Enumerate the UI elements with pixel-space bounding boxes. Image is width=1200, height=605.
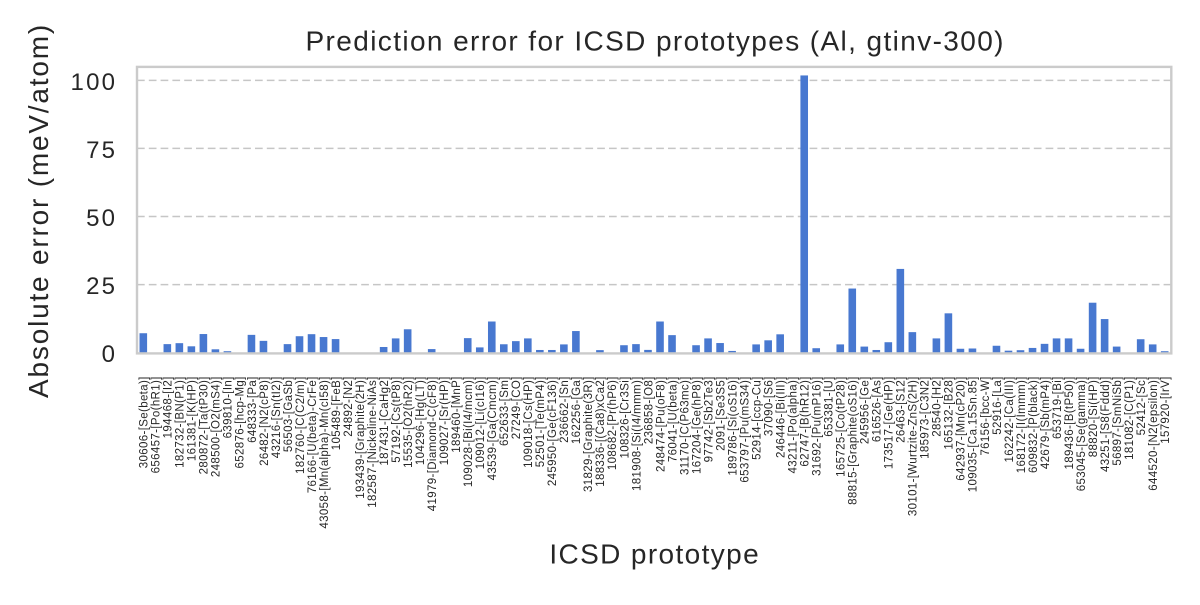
svg-text:50: 50 bbox=[86, 205, 117, 232]
svg-text:97742-[Sb2Te3]: 97742-[Sb2Te3] bbox=[703, 376, 715, 462]
svg-text:182587-[Nickeline-NiAs]: 182587-[Nickeline-NiAs] bbox=[367, 376, 379, 507]
svg-text:236858-[O8]: 236858-[O8] bbox=[643, 376, 655, 444]
svg-text:62747-[B(hR12)]: 62747-[B(hR12)] bbox=[800, 376, 812, 466]
svg-text:ICSD prototype: ICSD prototype bbox=[549, 539, 760, 570]
svg-text:52914-[ccp-Cu]: 52914-[ccp-Cu] bbox=[751, 376, 763, 460]
svg-text:189436-[B(tP50)]: 189436-[B(tP50)] bbox=[1064, 376, 1076, 469]
svg-text:181082-[C(P1)]: 181082-[C(P1)] bbox=[1124, 376, 1136, 460]
svg-text:162256-[Ga]: 162256-[Ga] bbox=[571, 376, 583, 444]
svg-text:652633-[Sm]: 652633-[Sm] bbox=[499, 376, 511, 446]
svg-text:109018-[Cs(HP)]: 109018-[Cs(HP)] bbox=[523, 376, 535, 468]
svg-text:639810-[In]: 639810-[In] bbox=[223, 376, 235, 438]
svg-text:43539-[Ga(Cmcm)]: 43539-[Ga(Cmcm)] bbox=[487, 376, 499, 480]
svg-text:43211-[Po(alpha)]: 43211-[Po(alpha)] bbox=[787, 376, 799, 473]
svg-text:31170-[C(P63mc)]: 31170-[C(P63mc)] bbox=[679, 376, 691, 475]
svg-text:28540-[H2]: 28540-[H2] bbox=[932, 376, 944, 436]
svg-text:181908-[Si(I4/mmm)]: 181908-[Si(I4/mmm)] bbox=[631, 376, 643, 491]
svg-text:656457-[Po(hR1)]: 656457-[Po(hR1)] bbox=[151, 376, 163, 473]
svg-text:648333-[Pa]: 648333-[Pa] bbox=[247, 376, 259, 443]
svg-text:43058-[Mn(alpha)-Mn(cI58)]: 43058-[Mn(alpha)-Mn(cI58)] bbox=[319, 376, 331, 528]
svg-text:25: 25 bbox=[86, 273, 117, 300]
svg-text:246446-[Bi(III)]: 246446-[Bi(III)] bbox=[775, 376, 787, 458]
svg-text:165132-[B28]: 165132-[B28] bbox=[944, 376, 956, 449]
svg-text:30101-[Wurtzite-ZnS(2H)]: 30101-[Wurtzite-ZnS(2H)] bbox=[908, 376, 920, 516]
svg-text:37090-[S6]: 37090-[S6] bbox=[763, 376, 775, 436]
svg-text:105489-[FeB]: 105489-[FeB] bbox=[331, 376, 343, 450]
svg-text:75: 75 bbox=[86, 137, 117, 164]
svg-text:15535-[O2(hR2)]: 15535-[O2(hR2)] bbox=[403, 376, 415, 468]
svg-text:0: 0 bbox=[102, 341, 118, 368]
svg-text:Absolute error (meV/atom): Absolute error (meV/atom) bbox=[23, 23, 54, 398]
svg-text:173517-[Ge(HP)]: 173517-[Ge(HP)] bbox=[884, 376, 896, 469]
svg-text:609832-[P(black)]: 609832-[P(black)] bbox=[1028, 376, 1040, 473]
svg-text:189460-[MnP]: 189460-[MnP] bbox=[451, 376, 463, 452]
svg-text:31829-[Graphite(3R)]: 31829-[Graphite(3R)] bbox=[583, 376, 595, 492]
svg-text:109027-[Sr(HP)]: 109027-[Sr(HP)] bbox=[439, 376, 451, 465]
svg-text:182760-[C(C2/m)]: 182760-[C(C2/m)] bbox=[295, 376, 307, 474]
svg-text:76156-[bcc-W]: 76156-[bcc-W] bbox=[980, 376, 992, 455]
svg-text:185973-[C3N2]: 185973-[C3N2] bbox=[920, 376, 932, 459]
svg-text:52412-[Sc]: 52412-[Sc] bbox=[1136, 376, 1148, 435]
svg-text:42679-[Sb(mP4)]: 42679-[Sb(mP4)] bbox=[1040, 376, 1052, 469]
svg-text:43251-[S8(Fddd)]: 43251-[S8(Fddd)] bbox=[1100, 376, 1112, 472]
svg-text:248474-[Pu(oF8)]: 248474-[Pu(oF8)] bbox=[655, 376, 667, 472]
svg-text:24892-[N2]: 24892-[N2] bbox=[343, 376, 355, 436]
svg-text:104296-[Hg(LT)]: 104296-[Hg(LT)] bbox=[415, 376, 427, 465]
svg-text:76166-[U(beta)-CrFe]: 76166-[U(beta)-CrFe] bbox=[307, 376, 319, 493]
svg-text:27249-[CO]: 27249-[CO] bbox=[511, 376, 523, 439]
svg-text:26482-[N2(cP8)]: 26482-[N2(cP8)] bbox=[259, 376, 271, 466]
svg-text:52501-[Te(mP4)]: 52501-[Te(mP4)] bbox=[535, 376, 547, 467]
svg-text:245956-[Ge]: 245956-[Ge] bbox=[860, 376, 872, 444]
svg-text:88815-[Graphite(oS16)]: 88815-[Graphite(oS16)] bbox=[848, 376, 860, 505]
svg-text:56503-[GaSb]: 56503-[GaSb] bbox=[283, 376, 295, 452]
svg-text:57192-[Cs(tP8)]: 57192-[Cs(tP8)] bbox=[391, 376, 403, 462]
svg-text:187431-[CaHg2]: 187431-[CaHg2] bbox=[379, 376, 391, 465]
svg-text:245950-[Ge(cF136)]: 245950-[Ge(cF136)] bbox=[547, 376, 559, 486]
svg-text:161381-[K(HP)]: 161381-[K(HP)] bbox=[187, 376, 199, 461]
svg-text:109012-[Li(cI16)]: 109012-[Li(cI16)] bbox=[475, 376, 487, 469]
svg-text:189786-[Si(oS16)]: 189786-[Si(oS16)] bbox=[727, 376, 739, 475]
svg-text:108682-[Pr(hP6)]: 108682-[Pr(hP6)] bbox=[607, 376, 619, 470]
svg-text:653719-[Bi]: 653719-[Bi] bbox=[1052, 376, 1064, 439]
svg-text:248500-[O2(mS4)]: 248500-[O2(mS4)] bbox=[211, 376, 223, 477]
svg-text:193439-[Graphite(2H)]: 193439-[Graphite(2H)] bbox=[355, 376, 367, 498]
svg-text:165725-[Co(tP28)]: 165725-[Co(tP28)] bbox=[836, 376, 848, 477]
svg-text:52916-[La]: 52916-[La] bbox=[992, 376, 1004, 435]
svg-text:188336-[(Ca8)xCa2]: 188336-[(Ca8)xCa2] bbox=[595, 376, 607, 487]
svg-text:31692-[Pu(mP16)]: 31692-[Pu(mP16)] bbox=[812, 376, 824, 476]
svg-text:26463-[S12]: 26463-[S12] bbox=[896, 376, 908, 443]
svg-text:167204-[Ge(hP8)]: 167204-[Ge(hP8)] bbox=[691, 376, 703, 474]
svg-text:653797-[Pu(mS34)]: 653797-[Pu(mS34)] bbox=[739, 376, 751, 482]
svg-text:653045-[Se(gamma)]: 653045-[Se(gamma)] bbox=[1076, 376, 1088, 491]
svg-text:109028-[Bi(I4/mcm)]: 109028-[Bi(I4/mcm)] bbox=[463, 376, 475, 487]
svg-text:182732-[BN(P1)]: 182732-[BN(P1)] bbox=[175, 376, 187, 468]
svg-text:644520-[N2(epsilon)]: 644520-[N2(epsilon)] bbox=[1148, 376, 1160, 490]
svg-text:194468-[I2]: 194468-[I2] bbox=[163, 376, 175, 438]
svg-text:652876-[hcp-Mg]: 652876-[hcp-Mg] bbox=[235, 376, 247, 468]
svg-text:162242-[Ca(III)]: 162242-[Ca(III)] bbox=[1004, 376, 1016, 462]
svg-text:280872-[Ta(tP30)]: 280872-[Ta(tP30)] bbox=[199, 376, 211, 474]
svg-text:109035-[Ca.15Sn.85]: 109035-[Ca.15Sn.85] bbox=[968, 376, 980, 492]
svg-text:30606-[Se(beta)]: 30606-[Se(beta)] bbox=[139, 376, 151, 468]
svg-text:56897-[SmNiSb]: 56897-[SmNiSb] bbox=[1112, 376, 1124, 465]
svg-text:43216-[Sn(tI2)]: 43216-[Sn(tI2)] bbox=[271, 376, 283, 458]
svg-text:157920-[IrV]: 157920-[IrV] bbox=[1160, 376, 1172, 444]
svg-text:236662-[Sn]: 236662-[Sn] bbox=[559, 376, 571, 443]
svg-text:653381-[U]: 653381-[U] bbox=[824, 376, 836, 436]
svg-text:88820-[Si(HP)]: 88820-[Si(HP)] bbox=[1088, 376, 1100, 457]
svg-text:108326-[Cr3Si]: 108326-[Cr3Si] bbox=[619, 376, 631, 458]
svg-text:616526-[As]: 616526-[As] bbox=[872, 376, 884, 442]
svg-text:76041-[U(beta)]: 76041-[U(beta)] bbox=[667, 376, 679, 462]
svg-text:2091-[Se3S5]: 2091-[Se3S5] bbox=[715, 376, 727, 451]
svg-text:41979-[Diamond-C(cF8)]: 41979-[Diamond-C(cF8)] bbox=[427, 376, 439, 511]
svg-text:168172-[I(Immm)]: 168172-[I(Immm)] bbox=[1016, 376, 1028, 473]
svg-text:100: 100 bbox=[71, 69, 118, 96]
svg-text:642937-[Mn(cP20)]: 642937-[Mn(cP20)] bbox=[956, 376, 968, 480]
svg-text:Prediction error for ICSD prot: Prediction error for ICSD prototypes (Al… bbox=[305, 25, 1004, 56]
